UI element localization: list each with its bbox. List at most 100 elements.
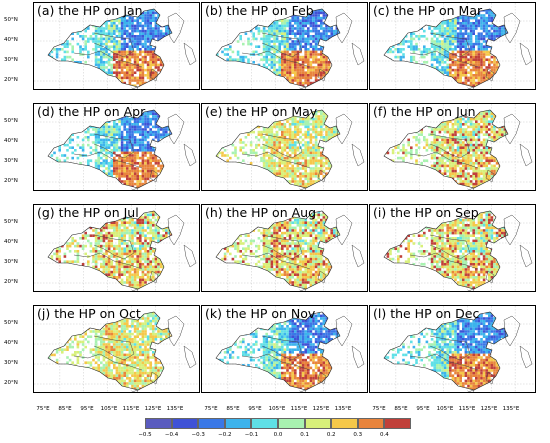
region-boundary xyxy=(519,143,533,167)
region-boundary xyxy=(149,371,159,385)
map-panel: (c) the HP on Mar xyxy=(369,2,536,90)
region-boundary xyxy=(299,389,307,392)
region-boundary xyxy=(131,389,139,392)
region-boundary xyxy=(93,133,135,159)
latitude-label: 20°N xyxy=(4,178,18,184)
map-canvas xyxy=(34,3,199,89)
region-boundary xyxy=(335,12,353,44)
map-panel: (e) the HP on May xyxy=(201,103,368,191)
region-boundary xyxy=(519,42,533,66)
region-boundary xyxy=(409,151,479,169)
map-panel: (b) the HP on Feb xyxy=(201,2,368,90)
latitude-label: 40°N xyxy=(4,340,18,346)
region-boundary xyxy=(167,315,185,347)
map-canvas xyxy=(34,104,199,190)
colorbar-tick-label: −0.3 xyxy=(191,432,205,438)
longitude-label: 105°E xyxy=(100,406,118,412)
country-boundary xyxy=(383,109,509,189)
country-boundary xyxy=(383,210,509,290)
country-boundary xyxy=(383,311,509,391)
region-boundary xyxy=(429,133,471,159)
region-boundary xyxy=(351,143,365,167)
country-boundary xyxy=(215,311,341,391)
region-boundary xyxy=(241,353,311,371)
longitude-label: 75°E xyxy=(36,406,50,412)
region-boundary xyxy=(299,288,307,291)
region-boundary xyxy=(409,353,479,371)
country-boundary xyxy=(47,8,173,88)
longitude-label: 105°E xyxy=(268,406,286,412)
country-boundary xyxy=(215,109,341,189)
colorbar-segment xyxy=(357,418,385,429)
region-boundary xyxy=(335,113,353,145)
region-boundary xyxy=(429,32,471,58)
region-boundary xyxy=(409,50,479,68)
map-canvas xyxy=(370,3,535,89)
map-canvas xyxy=(202,3,367,89)
region-boundary xyxy=(183,143,197,167)
longitude-label: 95°E xyxy=(416,406,430,412)
map-panel: (d) the HP on Apr xyxy=(33,103,200,191)
country-boundary xyxy=(47,210,173,290)
region-boundary xyxy=(485,169,495,183)
country-boundary xyxy=(47,109,173,189)
longitude-label: 125°E xyxy=(144,406,162,412)
panel-title: (f) the HP on Jun xyxy=(373,104,476,119)
longitude-label: 125°E xyxy=(312,406,330,412)
latitude-label: 20°N xyxy=(4,380,18,386)
region-boundary xyxy=(261,133,303,159)
region-boundary xyxy=(73,151,143,169)
map-panel: (g) the HP on Jul xyxy=(33,204,200,292)
region-boundary xyxy=(241,151,311,169)
country-boundary xyxy=(47,311,173,391)
region-boundary xyxy=(409,252,479,270)
panel-title: (j) the HP on Oct xyxy=(37,306,141,321)
panel-title: (l) the HP on Dec xyxy=(373,306,480,321)
latitude-label: 40°N xyxy=(4,138,18,144)
map-canvas xyxy=(34,306,199,392)
panel-title: (c) the HP on Mar xyxy=(373,3,483,18)
region-boundary xyxy=(503,12,521,44)
map-canvas xyxy=(202,104,367,190)
latitude-label: 30°N xyxy=(4,360,18,366)
region-boundary xyxy=(299,187,307,190)
region-boundary xyxy=(467,86,475,89)
map-panel: (k) the HP on Nov xyxy=(201,305,368,393)
colorbar-segment xyxy=(384,418,411,429)
colorbar-tick-label: −0.2 xyxy=(218,432,232,438)
latitude-label: 30°N xyxy=(4,158,18,164)
region-boundary xyxy=(429,234,471,260)
region-boundary xyxy=(261,335,303,361)
region-boundary xyxy=(485,371,495,385)
country-boundary xyxy=(383,8,509,88)
region-boundary xyxy=(335,315,353,347)
map-canvas xyxy=(34,205,199,291)
panel-title: (b) the HP on Feb xyxy=(205,3,314,18)
region-boundary xyxy=(317,169,327,183)
map-panel: (j) the HP on Oct xyxy=(33,305,200,393)
colorbar-tick-label: −0.1 xyxy=(244,432,259,438)
longitude-label: 135°E xyxy=(334,406,352,412)
panel-title: (a) the HP on Jan xyxy=(37,3,143,18)
region-boundary xyxy=(93,335,135,361)
colorbar-tick-label: −0.5 xyxy=(138,432,152,438)
latitude-label: 50°N xyxy=(4,219,18,225)
map-panel: (h) the HP on Aug xyxy=(201,204,368,292)
longitude-label: 105°E xyxy=(436,406,454,412)
latitude-label: 50°N xyxy=(4,320,18,326)
panel-title: (h) the HP on Aug xyxy=(205,205,316,220)
country-boundary xyxy=(215,8,341,88)
region-boundary xyxy=(467,288,475,291)
longitude-label: 115°E xyxy=(290,406,308,412)
map-panel: (i) the HP on Sep xyxy=(369,204,536,292)
region-boundary xyxy=(261,32,303,58)
map-canvas xyxy=(202,205,367,291)
colorbar-segment xyxy=(145,418,172,429)
longitude-label: 95°E xyxy=(248,406,262,412)
region-boundary xyxy=(149,68,159,82)
region-boundary xyxy=(299,86,307,89)
region-boundary xyxy=(467,187,475,190)
longitude-label: 85°E xyxy=(226,406,240,412)
longitude-label: 95°E xyxy=(80,406,94,412)
